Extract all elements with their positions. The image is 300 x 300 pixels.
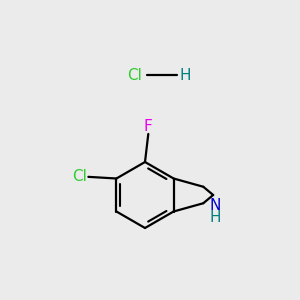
Text: Cl: Cl [128,68,142,82]
Text: F: F [144,119,153,134]
Text: Cl: Cl [72,169,87,184]
Text: H: H [209,210,221,225]
Text: H: H [179,68,191,82]
Text: N: N [209,198,221,213]
